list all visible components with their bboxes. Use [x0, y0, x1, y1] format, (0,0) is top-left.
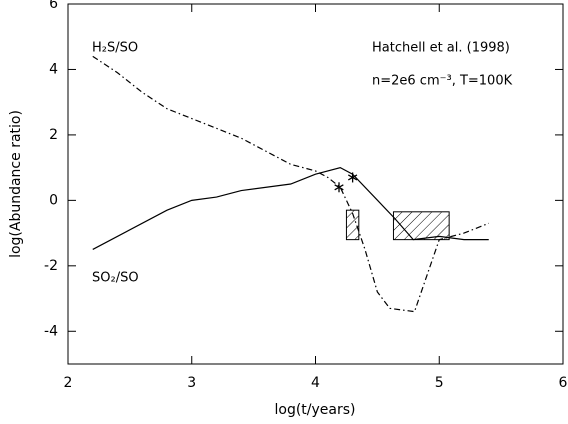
annotation: SO₂/SO — [92, 271, 139, 286]
x-tick-label: 2 — [64, 375, 73, 391]
annotation: Hatchell et al. (1998) — [372, 41, 510, 56]
x-axis-title: log(t/years) — [275, 402, 356, 418]
line — [92, 166, 489, 250]
x-tick-label: 4 — [311, 375, 320, 391]
hatched-region — [345, 209, 360, 241]
y-tick-label: -2 — [44, 258, 58, 274]
y-tick-label: 6 — [49, 0, 58, 12]
y-tick-label: 0 — [49, 192, 58, 208]
x-tick-label: 6 — [559, 375, 568, 391]
line — [92, 55, 489, 313]
y-tick-label: 2 — [49, 127, 58, 143]
annotation: H₂S/SO — [92, 41, 138, 56]
asterisk-marker — [334, 182, 344, 193]
plot-frame — [67, 3, 564, 365]
x-tick-label: 5 — [435, 375, 444, 391]
x-tick-label: 3 — [187, 375, 196, 391]
asterisk-stroke — [347, 174, 358, 181]
asterisk-stroke — [334, 184, 344, 191]
hatched-region — [392, 211, 450, 241]
y-axis-title: log(Abundance ratio) — [8, 110, 24, 258]
y-tick-label: 4 — [49, 61, 58, 77]
y-tick-label: -4 — [44, 323, 58, 339]
annotation: n=2e6 cm⁻³, T=100K — [372, 74, 513, 89]
asterisk-marker — [347, 172, 358, 183]
